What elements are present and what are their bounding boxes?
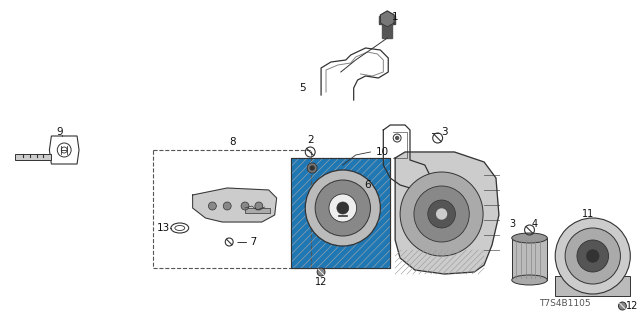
Bar [153, 150, 311, 268]
Text: 1: 1 [392, 12, 399, 22]
Polygon shape [193, 188, 276, 222]
Polygon shape [395, 152, 499, 274]
Text: 11: 11 [582, 209, 594, 219]
Bar [291, 158, 390, 268]
Bar [291, 158, 390, 268]
Bar [245, 208, 269, 213]
Circle shape [209, 202, 216, 210]
Circle shape [400, 172, 483, 256]
Bar [556, 276, 630, 296]
Text: 12: 12 [315, 277, 327, 287]
Text: 13: 13 [157, 223, 170, 233]
Bar [380, 16, 395, 24]
Circle shape [436, 209, 447, 219]
Text: 2: 2 [307, 135, 314, 145]
Text: T7S4B1105: T7S4B1105 [539, 299, 591, 308]
Circle shape [329, 194, 356, 222]
Bar [291, 158, 390, 268]
Text: 8: 8 [229, 137, 236, 147]
Circle shape [307, 163, 317, 173]
Ellipse shape [512, 275, 547, 285]
Text: 6: 6 [364, 180, 371, 190]
Ellipse shape [512, 233, 547, 243]
Circle shape [223, 202, 231, 210]
Circle shape [587, 250, 598, 262]
Text: 3: 3 [509, 219, 516, 229]
Bar [15, 154, 51, 160]
Text: 4: 4 [531, 219, 538, 229]
Circle shape [255, 202, 263, 210]
Polygon shape [380, 11, 394, 27]
Circle shape [317, 268, 325, 276]
Circle shape [556, 218, 630, 294]
Text: — 7: — 7 [237, 237, 257, 247]
Text: 3: 3 [442, 127, 448, 137]
Bar [382, 22, 392, 38]
Circle shape [305, 170, 380, 246]
Text: 9: 9 [56, 127, 63, 137]
Circle shape [241, 202, 249, 210]
Circle shape [565, 228, 620, 284]
Circle shape [396, 137, 399, 140]
Circle shape [428, 200, 456, 228]
Text: 5: 5 [300, 83, 307, 93]
Circle shape [337, 202, 349, 214]
Text: 10: 10 [376, 147, 388, 157]
Bar [512, 238, 547, 280]
Circle shape [310, 166, 314, 170]
Circle shape [577, 240, 609, 272]
Text: 12: 12 [627, 301, 639, 311]
Circle shape [414, 186, 469, 242]
Circle shape [618, 302, 627, 310]
Circle shape [315, 180, 371, 236]
